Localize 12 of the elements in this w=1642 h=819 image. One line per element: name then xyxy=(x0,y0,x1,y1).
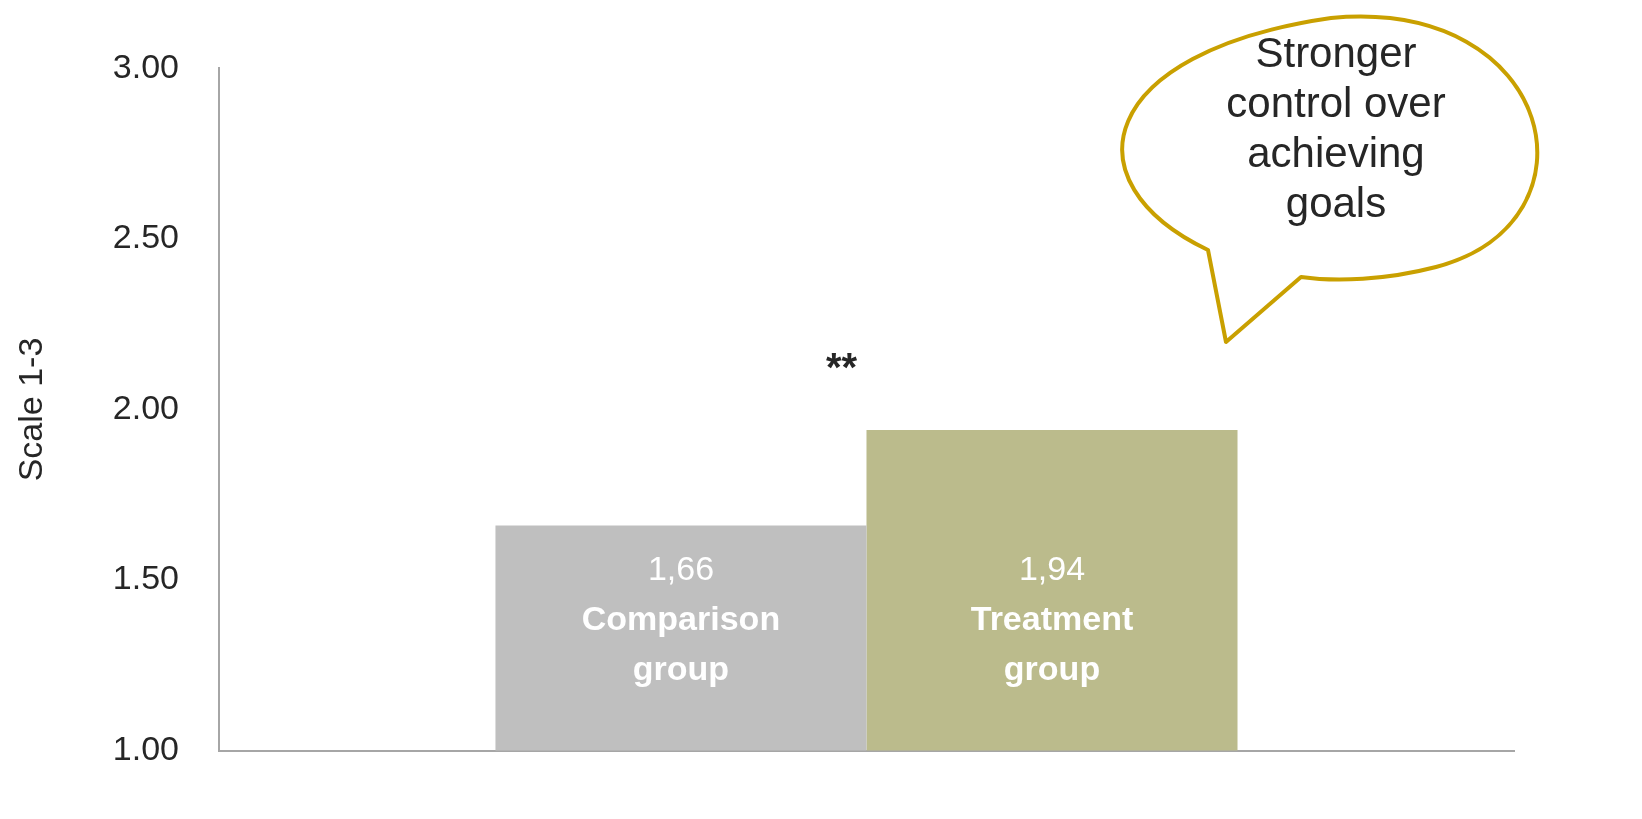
y-tick-label: 1.50 xyxy=(112,558,179,597)
y-tick-label: 1.00 xyxy=(112,728,179,767)
y-axis-title: Scale 1-3 xyxy=(10,337,49,482)
annotation: ** xyxy=(825,345,858,389)
data-label: 1,66 xyxy=(647,548,715,587)
data-label: 1,94 xyxy=(1018,548,1086,587)
y-tick-label: 2.50 xyxy=(112,217,179,256)
series-label: Treatment group xyxy=(970,598,1134,687)
annotation: Stronger control over achieving goals xyxy=(1225,28,1447,228)
y-tick-label: 2.00 xyxy=(112,387,179,426)
series-label: Comparison group xyxy=(581,598,781,687)
y-tick-label: 3.00 xyxy=(112,46,179,85)
